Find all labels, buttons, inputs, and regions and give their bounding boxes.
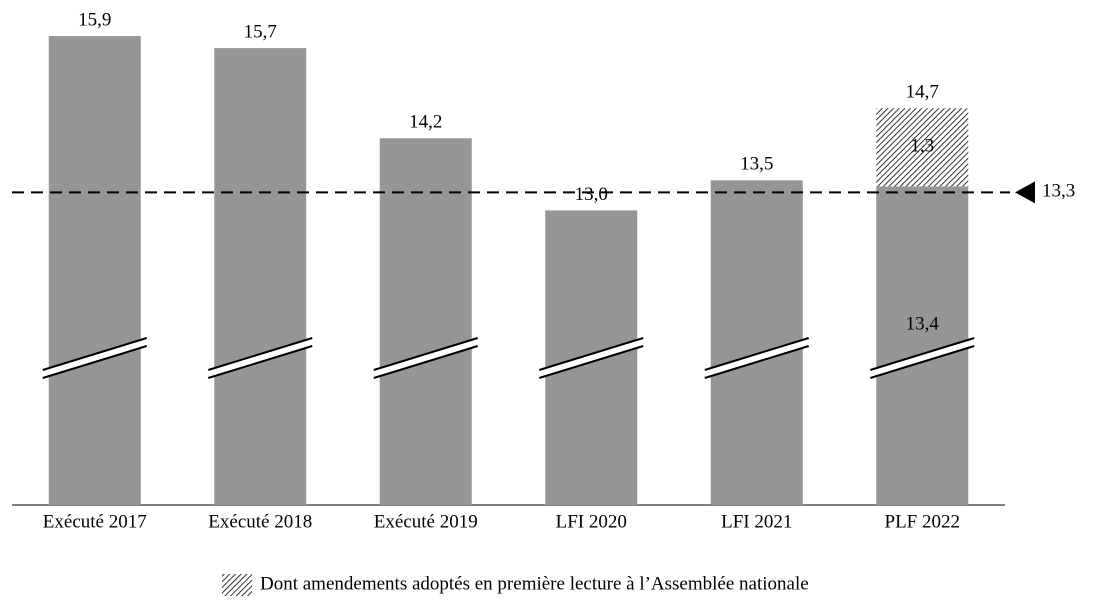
legend-swatch (222, 574, 252, 596)
axis-break (538, 345, 644, 379)
x-tick-label: Exécuté 2017 (43, 511, 147, 532)
x-tick-label: LFI 2020 (556, 511, 627, 532)
axis-break (42, 345, 148, 379)
axis-break-gap (42, 338, 147, 378)
axis-break (373, 337, 479, 371)
bar-label: 14,2 (409, 112, 442, 133)
reference-label: 13,3 (1042, 181, 1075, 202)
bar-label: 13,4 (906, 313, 940, 334)
bar-label: 13,5 (740, 154, 773, 175)
bar (48, 36, 141, 505)
bar (214, 48, 307, 505)
bar-label: 15,9 (78, 9, 111, 30)
total-label: 14,7 (906, 82, 939, 103)
axis-break (42, 337, 148, 371)
axis-break-gap (870, 338, 975, 378)
stacked-bar (876, 108, 969, 187)
bar-label: 15,7 (244, 21, 277, 42)
x-tick-label: PLF 2022 (885, 511, 961, 532)
axis-break-gap (539, 338, 644, 378)
x-tick-label: LFI 2021 (721, 511, 792, 532)
bar-label: 13,0 (575, 184, 608, 205)
reference-marker (1015, 181, 1035, 204)
axis-break-gap (373, 338, 478, 378)
bar (379, 138, 472, 505)
stacked-label: 1,3 (910, 136, 934, 157)
axis-break (704, 345, 810, 379)
axis-break (704, 337, 810, 371)
axis-break (207, 337, 313, 371)
axis-break-gap (704, 338, 809, 378)
axis-break (207, 345, 313, 379)
axis-break (373, 345, 479, 379)
x-tick-label: Exécuté 2019 (374, 511, 478, 532)
axis-break-gap (208, 338, 313, 378)
x-tick-label: Exécuté 2018 (208, 511, 312, 532)
axis-break (538, 337, 644, 371)
bar (710, 180, 803, 505)
legend-label: Dont amendements adoptés en première lec… (260, 573, 809, 594)
axis-break (869, 345, 975, 379)
axis-break (869, 337, 975, 371)
